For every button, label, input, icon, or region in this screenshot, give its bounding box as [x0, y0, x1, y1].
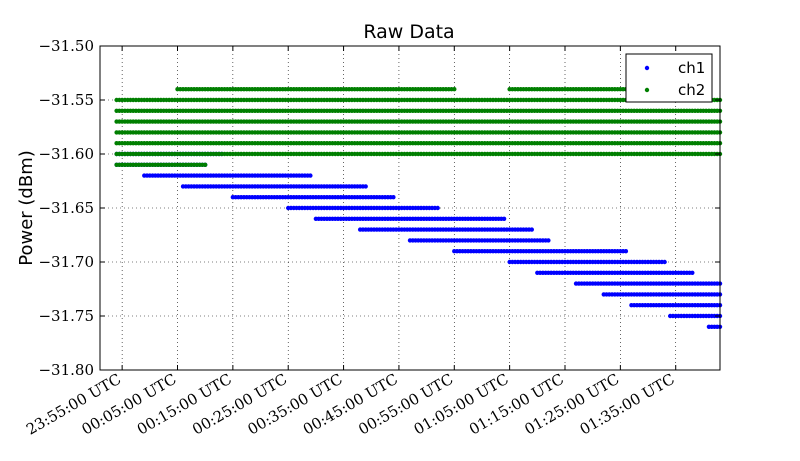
- y-tick-label: −31.70: [38, 253, 94, 271]
- y-tick-label: −31.55: [38, 91, 94, 109]
- x-tick-label: 00:15:00 UTC: [134, 370, 235, 439]
- chart-title: Raw Data: [363, 21, 454, 43]
- y-tick-label: −31.80: [38, 361, 94, 379]
- legend-marker-ch2: [644, 87, 650, 93]
- ch2-point: [452, 87, 457, 92]
- x-tick-label: 00:45:00 UTC: [300, 370, 401, 439]
- x-tick-label: 23:55:00 UTC: [23, 370, 124, 439]
- plot-points: [114, 87, 723, 329]
- ch1-point: [690, 270, 695, 275]
- legend: ch1 ch2: [625, 53, 713, 103]
- x-tick-label: 00:05:00 UTC: [78, 370, 179, 439]
- ch1-point: [623, 249, 629, 254]
- ch1-point: [363, 184, 368, 189]
- x-tick-label: 01:15:00 UTC: [466, 370, 567, 439]
- series-ch2: [114, 87, 723, 167]
- ch1-point: [529, 227, 534, 232]
- x-tick-label: 01:25:00 UTC: [521, 370, 622, 439]
- y-axis-label: Power (dBm): [16, 150, 37, 266]
- y-tick-label: −31.50: [38, 37, 94, 55]
- x-tick-label: 00:25:00 UTC: [189, 370, 290, 439]
- ch1-point: [391, 195, 396, 200]
- y-tick-label: −31.60: [38, 145, 94, 163]
- legend-label-ch1: ch1: [678, 59, 705, 77]
- legend-box: [625, 53, 713, 103]
- y-axis: −31.50 −31.55 −31.60 −31.65 −31.70 −31.75 −31.…: [38, 37, 720, 379]
- ch2-point: [202, 162, 208, 167]
- ch1-point: [501, 216, 507, 221]
- legend-marker-ch1: [644, 65, 650, 71]
- series-ch1: [114, 151, 723, 329]
- y-tick-label: −31.65: [38, 199, 94, 217]
- y-tick-label: −31.75: [38, 307, 94, 325]
- ch1-point: [546, 238, 551, 243]
- ch1-point: [435, 205, 440, 211]
- x-tick-label: 00:55:00 UTC: [355, 370, 456, 439]
- ch1-point: [662, 259, 667, 265]
- x-tick-label: 00:35:00 UTC: [245, 370, 346, 439]
- legend-label-ch2: ch2: [678, 81, 705, 99]
- x-tick-label: 01:05:00 UTC: [411, 370, 512, 439]
- x-tick-label: 01:35:00 UTC: [577, 370, 678, 439]
- ch1-point: [308, 173, 313, 178]
